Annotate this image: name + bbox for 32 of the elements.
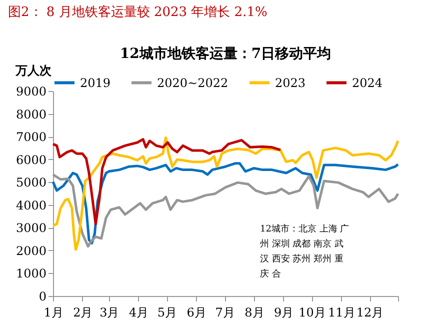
- legend-label: 2023: [275, 76, 306, 90]
- x-tick-label: 12月: [356, 306, 384, 320]
- x-tick-label: 7月: [215, 306, 235, 320]
- x-tick-label: 8月: [244, 306, 264, 320]
- x-tick-label: 2月: [73, 306, 93, 320]
- line-series: [52, 138, 282, 226]
- y-tick-label: 0: [38, 290, 46, 304]
- y-tick-label: 8000: [16, 107, 46, 122]
- x-tick-label: 11月: [328, 306, 356, 320]
- x-tick-label: 1月: [44, 306, 64, 320]
- x-tick-label: 10月: [298, 306, 326, 320]
- legend-label: 2020~2022: [157, 76, 228, 90]
- y-tick-label: 2000: [16, 244, 46, 258]
- y-tick-label: 4000: [16, 198, 46, 212]
- x-tick-label: 6月: [186, 306, 206, 320]
- x-tick-label: 9月: [274, 306, 294, 320]
- x-tick-label: 3月: [100, 306, 120, 320]
- y-tick-label: 3000: [16, 221, 46, 236]
- y-tick-label: 5000: [16, 176, 46, 190]
- y-tick-label: 6000: [16, 152, 46, 167]
- chart-subtitle: 12城市地铁客运量：7日移动平均: [120, 45, 332, 62]
- x-tick-label: 4月: [128, 306, 149, 320]
- legend-label: 2019: [80, 76, 111, 90]
- y-axis-title: 万人次: [14, 64, 52, 78]
- y-tick-label: 1000: [16, 266, 46, 281]
- y-tick-label: 9000: [16, 84, 46, 98]
- x-tick-label: 5月: [157, 306, 178, 320]
- chart-title: 图2： 8 月地铁客运量较 2023 年增长 2.1%: [8, 4, 268, 20]
- y-tick-label: 7000: [16, 130, 46, 144]
- line-series: [52, 136, 400, 251]
- annotation: 12城市：北京 上海 广州 深圳 成都 南京 武汉 西安 苏州 郑州 重庆 合: [260, 223, 350, 280]
- legend-label: 2024: [352, 76, 383, 90]
